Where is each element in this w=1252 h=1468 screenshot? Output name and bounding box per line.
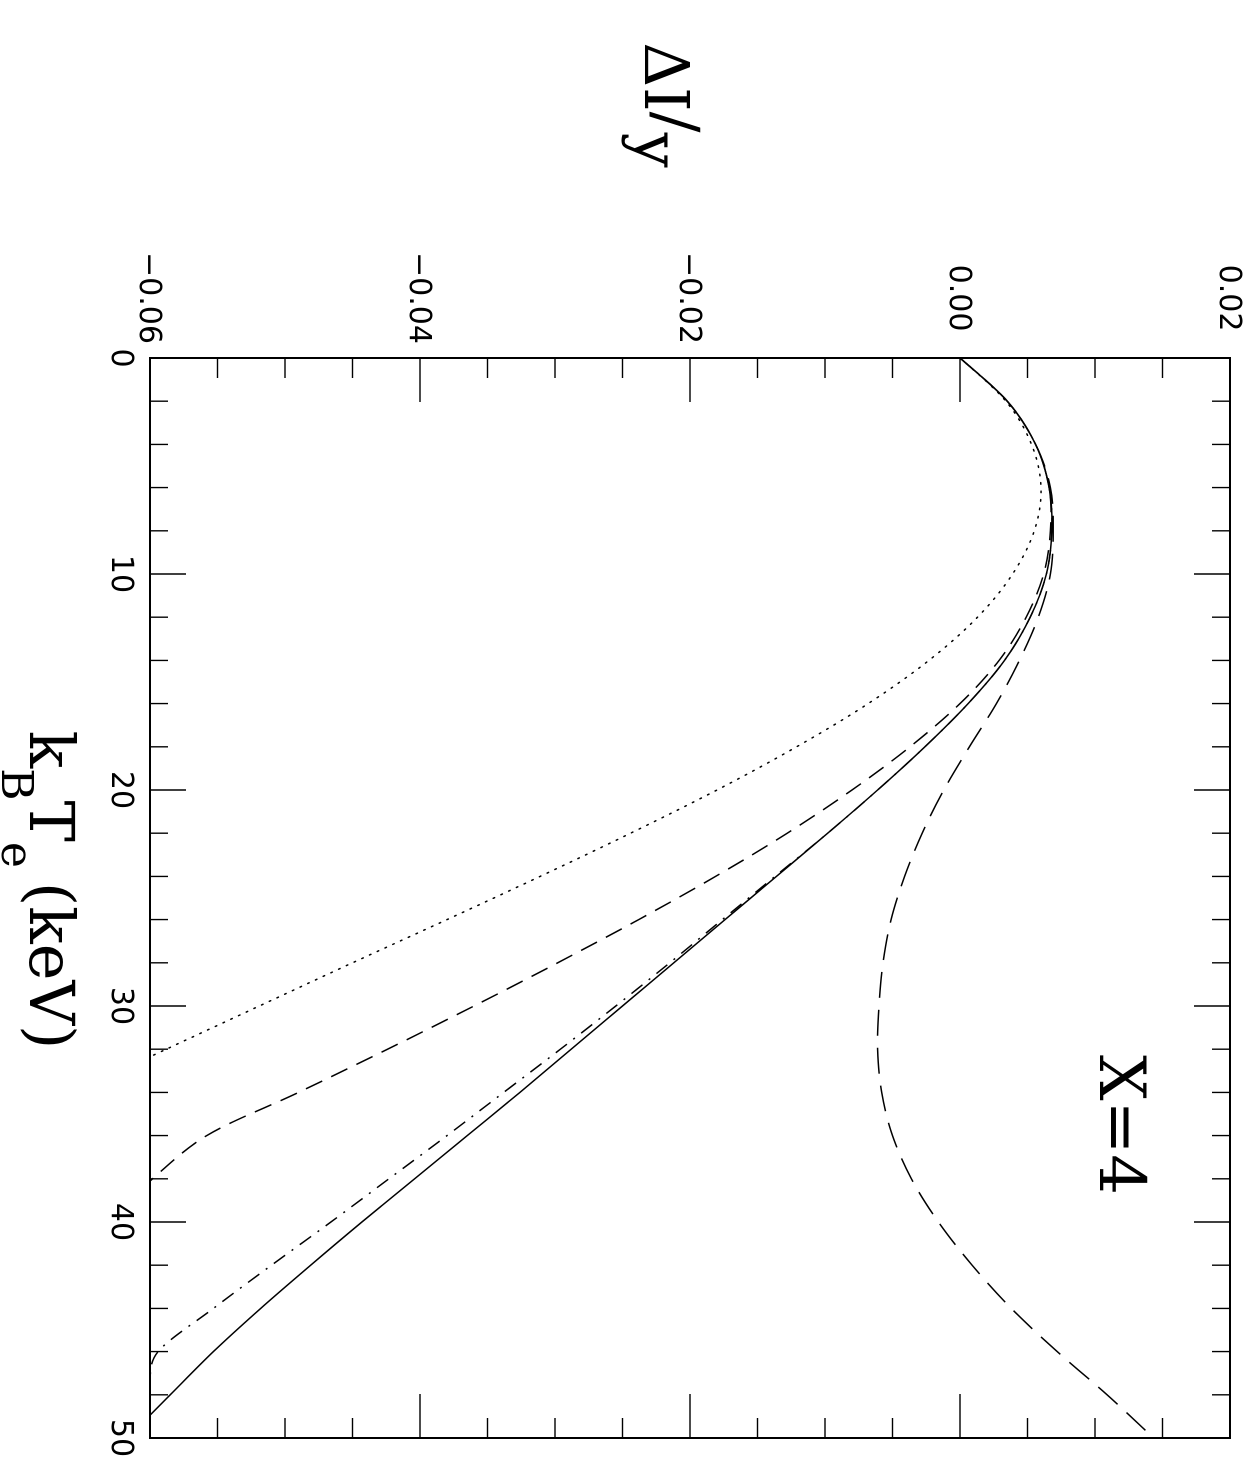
- tick-labels-group: 0 10 20 30 40 50 −0.06 −0.04 −0.02 0.00 0.02: [104, 252, 1247, 1457]
- x-tick-label: 10: [104, 555, 139, 593]
- x-tick-label-group: 50: [104, 1419, 139, 1457]
- y-tick-label: −0.06: [132, 252, 167, 344]
- x-axis-title-k: k: [15, 731, 88, 769]
- x-tick-label: 40: [104, 1203, 139, 1241]
- annotation-label: X=4: [1084, 1055, 1158, 1195]
- y-tick-label-group: −0.02: [672, 252, 707, 344]
- y-tick-label-group: 0.02: [1212, 265, 1247, 332]
- x-axis-title-sub-b: B: [0, 768, 42, 800]
- x-tick-label-group: 0: [104, 348, 139, 367]
- y-tick-label-group: −0.06: [132, 252, 167, 344]
- x-axis-title-t: T: [15, 801, 88, 842]
- series-line-dash-dot: [150, 358, 1053, 1385]
- svg-text:ΔI/y: ΔI/y: [620, 42, 713, 167]
- x-tick-label-group: 20: [104, 771, 139, 809]
- x-tick-label-group: 30: [104, 987, 139, 1025]
- plot-frame: [149, 357, 1231, 1439]
- plot-frame-group: [149, 357, 1231, 1439]
- series-line-solid: [150, 358, 1053, 1417]
- x-tick-label: 30: [104, 987, 139, 1025]
- y-axis-title-delta: ΔI: [630, 42, 703, 111]
- annotation-group: X=4: [1084, 1055, 1158, 1195]
- x-axis-title-unit: (keV): [15, 882, 88, 1049]
- y-tick-label: −0.04: [402, 252, 437, 344]
- y-tick-label: 0.02: [1212, 265, 1247, 332]
- ticks-group: [149, 357, 1231, 1439]
- y-axis-title: ΔI/y: [620, 42, 713, 167]
- series-group: [150, 358, 1150, 1435]
- x-axis-title: kBTe (keV): [0, 731, 88, 1050]
- x-tick-label-group: 40: [104, 1203, 139, 1241]
- x-tick-label: 50: [104, 1419, 139, 1457]
- y-axis-title-y: y: [620, 132, 693, 168]
- series-line-dashed: [150, 358, 1052, 1182]
- x-tick-label: 0: [104, 348, 139, 367]
- x-tick-label: 20: [104, 771, 139, 809]
- y-tick-label: −0.02: [672, 252, 707, 344]
- y-axis-title-slash: /: [640, 112, 713, 133]
- y-tick-label-group: −0.04: [402, 252, 437, 344]
- y-tick-label: 0.00: [942, 265, 977, 332]
- x-tick-label-group: 10: [104, 555, 139, 593]
- svg-text:kBTe(keV): kBTe (keV): [0, 731, 88, 1050]
- series-line-dotted: [150, 358, 1042, 1058]
- y-tick-label-group: 0.00: [942, 265, 977, 332]
- series-line-long-dash: [876, 358, 1150, 1435]
- x-axis-title-sub-e: e: [0, 842, 42, 868]
